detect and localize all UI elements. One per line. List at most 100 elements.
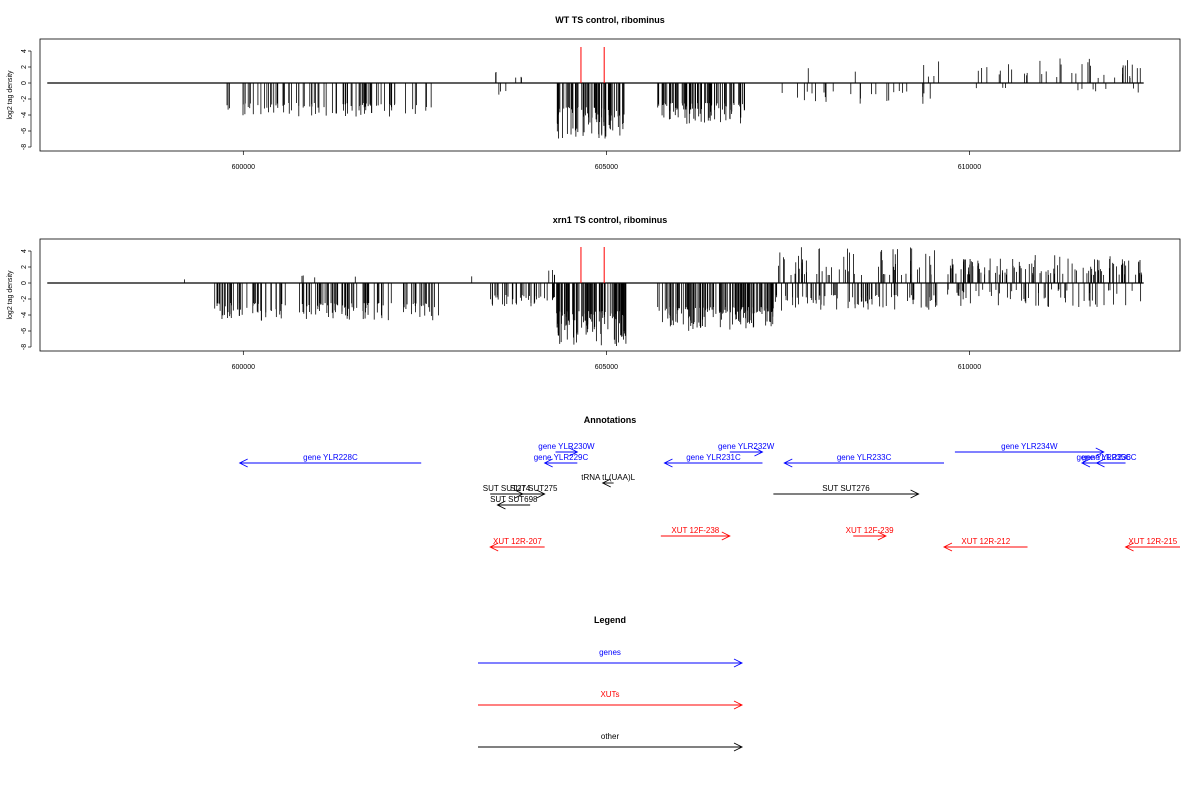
annotation-label: gene YLR234W [1001, 442, 1058, 451]
xrn1-y-axis-label: log2 tag density [7, 270, 14, 320]
annotation-label: tRNA tL(UAA)L [581, 473, 635, 482]
annotation-feature: SUT SUT274 [483, 484, 531, 499]
y-tick-label: 4 [21, 249, 28, 253]
arrow-head [783, 458, 793, 468]
annotation-label: XUT 12F-239 [846, 526, 894, 535]
annotation-label: gene YLR235C [1076, 453, 1131, 462]
annotation-feature: gene YLR228C [238, 453, 422, 468]
legend-entry: XUTs [478, 690, 744, 710]
y-tick-label: -8 [21, 344, 28, 350]
y-tick-label: -6 [21, 128, 28, 134]
arrow-head [877, 531, 887, 541]
wt-axes: 4 2 0 -2 -4 -6 -8 600000 605000 610000 [21, 49, 981, 171]
arrow-head [238, 458, 248, 468]
legend-entry: genes [478, 648, 744, 668]
arrow-head [943, 542, 953, 552]
annotation-label: gene YLR230W [538, 442, 595, 451]
xrn1-plot-frame [39, 238, 1181, 352]
wt-panel-title: WT TS control, ribominus [555, 15, 665, 25]
wt-red-markers [580, 47, 605, 83]
annotation-feature: gene YLR232W [718, 442, 775, 457]
y-tick-label: 4 [21, 49, 28, 53]
arrow-head [733, 742, 744, 752]
y-tick-label: -4 [21, 112, 28, 118]
annotation-feature: gene YLR229C [534, 453, 589, 468]
arrow-head [1095, 458, 1105, 468]
annotation-feature: gene YLR230W [538, 442, 595, 457]
annotation-label: gene YLR229C [534, 453, 589, 462]
annotation-feature: gene YLR236C [1082, 453, 1137, 468]
y-tick-label: 0 [21, 81, 28, 85]
annotation-label: SUT SUT274 [483, 484, 531, 493]
annotation-label: gene YLR236C [1082, 453, 1137, 462]
xrn1-signal-bars [47, 247, 1144, 346]
annotation-label: XUT 12R-207 [493, 537, 542, 546]
x-tick-label: 610000 [958, 164, 981, 171]
y-tick-label: -8 [21, 144, 28, 150]
annotation-feature: gene YLR233C [783, 453, 945, 468]
arrow-head [496, 500, 506, 510]
annotation-feature: gene YLR234W [954, 442, 1105, 457]
wt-signal-bars [47, 58, 1144, 139]
annotation-feature: XUT 12R-207 [489, 537, 545, 552]
arrow-head [721, 531, 731, 541]
annotation-feature: SUT SUT698 [490, 495, 538, 510]
annotation-label: XUT 12F-238 [671, 526, 719, 535]
annotation-features: gene YLR228C gene YLR230W gene YLR229C gene… [238, 442, 1180, 552]
x-tick-label: 600000 [232, 364, 255, 371]
annotation-label: SUT SUT275 [510, 484, 558, 493]
annotation-feature: SUT SUT275 [510, 484, 558, 499]
annotation-label: SUT SUT276 [822, 484, 870, 493]
legend-entry: other [478, 732, 744, 752]
arrow-head [536, 489, 546, 499]
annotation-label: XUT 12R-215 [1128, 537, 1177, 546]
annotation-feature: XUT 12R-215 [1124, 537, 1180, 552]
y-tick-label: 0 [21, 281, 28, 285]
xrn1-red-markers [580, 247, 605, 283]
legend-entry-label: other [601, 732, 620, 741]
annotation-feature: gene YLR231C [663, 453, 763, 468]
y-tick-label: 2 [21, 65, 28, 69]
arrow-head [543, 458, 553, 468]
legend-title: Legend [594, 615, 626, 625]
annotation-label: SUT SUT698 [490, 495, 538, 504]
annotation-label: gene YLR228C [303, 453, 358, 462]
wt-panel: WT TS control, ribominus log2 tag densit… [7, 15, 1181, 171]
arrow-head [514, 489, 524, 499]
arrow-head [1124, 542, 1134, 552]
y-tick-label: -6 [21, 328, 28, 334]
xrn1-panel: xrn1 TS control, ribominus log2 tag dens… [7, 215, 1181, 371]
arrow-head [601, 478, 611, 488]
annotation-label: gene YLR233C [837, 453, 892, 462]
y-tick-label: -2 [21, 296, 28, 302]
annotation-feature: SUT SUT276 [773, 484, 920, 499]
annotation-label: XUT 12R-212 [961, 537, 1010, 546]
legend-entry-label: XUTs [600, 690, 619, 699]
x-tick-label: 605000 [595, 364, 618, 371]
y-tick-label: -2 [21, 96, 28, 102]
arrow-head [733, 700, 744, 710]
legend-entries: genes XUTs other [478, 648, 744, 752]
xrn1-axes: 4 2 0 -2 -4 -6 -8 600000 605000 610000 [21, 249, 981, 371]
x-tick-label: 605000 [595, 164, 618, 171]
arrow-head [1095, 447, 1105, 457]
arrow-head [910, 489, 920, 499]
arrow-head [1080, 458, 1091, 468]
annotation-feature: XUT 12F-239 [846, 526, 894, 541]
arrow-head [733, 658, 744, 668]
y-tick-label: 2 [21, 265, 28, 269]
annotation-label: gene YLR231C [686, 453, 741, 462]
annotation-label: gene YLR232W [718, 442, 775, 451]
x-tick-label: 600000 [232, 164, 255, 171]
annotation-feature: XUT 12F-238 [660, 526, 731, 541]
arrow-head [754, 447, 764, 457]
xrn1-panel-title: xrn1 TS control, ribominus [553, 215, 668, 225]
annotations-title: Annotations [584, 415, 637, 425]
y-tick-label: -4 [21, 312, 28, 318]
arrow-head [663, 458, 673, 468]
wt-y-axis-label: log2 tag density [7, 70, 14, 120]
x-tick-label: 610000 [958, 364, 981, 371]
legend-entry-label: genes [599, 648, 621, 657]
